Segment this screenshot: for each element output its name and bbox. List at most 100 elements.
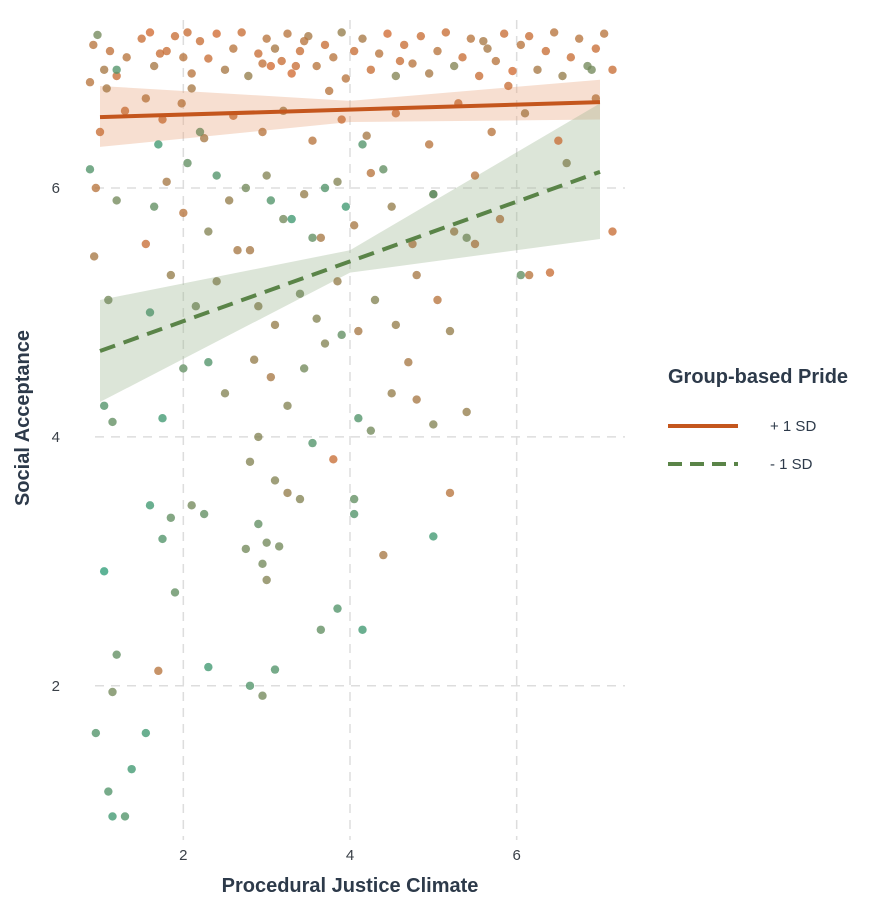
data-point <box>108 812 117 821</box>
data-point <box>608 227 617 236</box>
legend-label-high: + 1 SD <box>770 418 816 435</box>
data-point <box>99 401 109 410</box>
data-point <box>141 728 151 738</box>
data-point <box>179 364 188 373</box>
data-point <box>283 29 292 38</box>
data-point <box>127 764 136 774</box>
data-point <box>524 270 534 280</box>
data-point <box>287 214 296 224</box>
data-point <box>462 233 471 242</box>
data-point <box>266 61 276 71</box>
data-point <box>162 177 171 186</box>
data-point <box>183 158 192 168</box>
data-point <box>266 372 276 382</box>
x-tick-label: 4 <box>346 847 354 864</box>
data-point <box>358 34 367 43</box>
data-point <box>166 513 176 522</box>
data-point <box>112 196 121 205</box>
data-point <box>483 44 492 53</box>
data-point <box>137 34 146 43</box>
data-point <box>220 65 230 74</box>
data-point <box>258 559 267 569</box>
data-point <box>191 302 201 311</box>
data-point <box>608 65 617 74</box>
x-tick-label: 6 <box>512 847 520 864</box>
data-point <box>183 28 192 37</box>
data-point <box>504 81 513 91</box>
data-point <box>179 53 188 62</box>
data-point <box>549 28 559 37</box>
data-point <box>299 190 309 199</box>
data-point <box>341 74 351 83</box>
data-point <box>270 476 280 485</box>
data-point <box>99 567 109 576</box>
data-point <box>412 270 421 280</box>
data-point <box>89 40 98 50</box>
data-point <box>391 71 401 81</box>
data-point <box>449 227 459 236</box>
data-point <box>154 140 163 149</box>
data-point <box>245 457 255 466</box>
data-point <box>120 812 130 821</box>
data-point <box>279 214 288 224</box>
data-point <box>424 69 434 78</box>
data-point <box>358 625 367 634</box>
data-point <box>104 787 113 796</box>
data-point <box>212 29 221 38</box>
data-point <box>145 308 155 317</box>
data-point <box>149 61 159 71</box>
data-point <box>524 31 534 41</box>
data-point <box>379 165 388 174</box>
data-point <box>387 202 396 211</box>
data-point <box>299 36 309 46</box>
data-point <box>187 501 196 510</box>
data-point <box>162 46 171 56</box>
data-point <box>574 34 584 43</box>
data-point <box>141 94 151 103</box>
data-point <box>158 534 167 544</box>
data-point <box>220 389 230 398</box>
data-point <box>479 36 488 46</box>
data-point <box>85 78 95 87</box>
fit-lines <box>99 100 601 353</box>
data-point <box>329 53 338 62</box>
data-point <box>258 127 267 137</box>
data-point <box>324 86 334 96</box>
data-point <box>404 358 413 367</box>
data-point <box>158 414 167 423</box>
data-point <box>287 69 296 78</box>
data-point <box>508 66 517 76</box>
grid-lines <box>95 20 625 840</box>
data-point <box>95 127 105 137</box>
data-point <box>337 28 346 37</box>
data-point <box>112 71 121 81</box>
data-point <box>516 40 526 50</box>
data-point <box>145 501 155 510</box>
data-point <box>204 54 213 63</box>
data-point <box>429 532 438 541</box>
data-point <box>262 34 271 43</box>
data-point <box>244 71 253 81</box>
data-point <box>554 136 563 145</box>
data-point <box>366 65 376 74</box>
data-point <box>277 56 286 66</box>
data-point <box>262 575 271 585</box>
data-point <box>516 270 526 280</box>
data-point <box>295 46 305 56</box>
data-point <box>229 44 238 53</box>
data-point <box>241 183 251 193</box>
x-axis-title: Procedural Justice Climate <box>222 875 479 897</box>
data-point <box>249 355 259 364</box>
legend-title: Group-based Pride <box>668 366 848 388</box>
data-point <box>349 509 359 519</box>
data-point <box>312 61 321 71</box>
data-point <box>141 239 151 249</box>
data-point <box>170 588 180 597</box>
data-point <box>370 295 380 305</box>
data-point <box>487 127 496 137</box>
data-point <box>333 277 342 286</box>
data-point <box>291 61 301 71</box>
confidence-bands <box>100 79 600 403</box>
data-point <box>466 34 476 43</box>
data-point <box>112 650 121 659</box>
